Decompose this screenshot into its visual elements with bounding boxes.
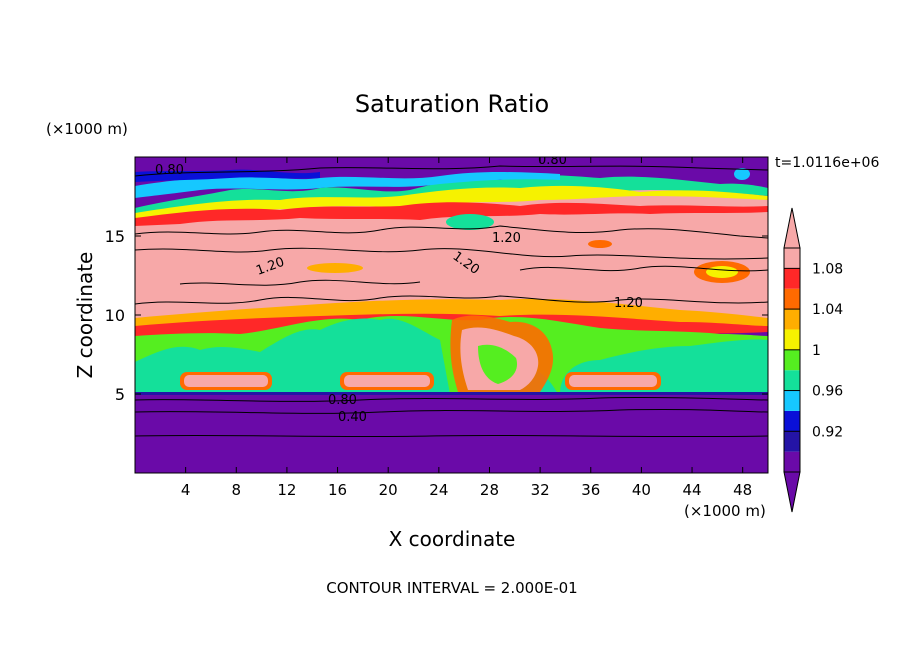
x-tick-label: 44 xyxy=(682,481,701,499)
contour-interval-footer: CONTOUR INTERVAL = 2.000E-01 xyxy=(326,579,577,597)
yellow-streak-2 xyxy=(706,266,738,278)
x-tick-label: 32 xyxy=(531,481,550,499)
colorbar-label: 1.04 xyxy=(812,302,843,318)
cyan-spot xyxy=(446,214,494,230)
colorbar-swatch xyxy=(784,309,800,330)
x-tick-label: 20 xyxy=(379,481,398,499)
colorbar-swatch xyxy=(784,349,800,371)
x-tick-label: 24 xyxy=(429,481,448,499)
pink-block-3-inner xyxy=(569,375,657,387)
x-tick-label: 4 xyxy=(181,481,191,499)
x-tick-label: 8 xyxy=(232,481,242,499)
colorbar-label: 1.08 xyxy=(812,261,843,277)
colorbar-frame xyxy=(783,247,801,473)
upper-cyan-band xyxy=(135,172,560,198)
colorbar-swatch xyxy=(784,248,800,269)
pink-block-1-inner xyxy=(184,375,268,387)
cloud-base-line xyxy=(135,392,768,395)
y-tick-label: 5 xyxy=(115,385,125,404)
plot-area: 0.80 0.80 1.20 1.20 1.20 1.20 0.80 0.40 xyxy=(135,153,768,473)
colorbar-swatch xyxy=(784,268,800,289)
colorbar-top-arrow xyxy=(783,207,801,249)
orange-streak-3 xyxy=(588,240,612,248)
colorbar-label: 1 xyxy=(812,343,821,359)
colorbar-swatch xyxy=(784,431,800,452)
orange-streak-1 xyxy=(307,263,363,273)
y-axis-label: Z coordinate xyxy=(73,252,97,379)
contour-label: 0.40 xyxy=(338,410,367,425)
chart-title: Saturation Ratio xyxy=(355,90,549,118)
x-unit-label: (×1000 m) xyxy=(684,502,766,520)
x-tick-label: 28 xyxy=(480,481,499,499)
y-tick-label: 15 xyxy=(105,227,125,246)
y-axis-ticks: 5 10 15 xyxy=(105,227,768,404)
contour-lines xyxy=(135,165,768,438)
pink-block-2-inner xyxy=(344,375,430,387)
x-tick-label: 40 xyxy=(632,481,651,499)
x-tick-label: 16 xyxy=(328,481,347,499)
x-tick-label: 12 xyxy=(277,481,296,499)
colorbar-swatch xyxy=(784,410,800,432)
time-label: t=1.0116e+06 xyxy=(775,155,879,171)
upper-red-band xyxy=(135,202,768,226)
colorbar-swatch xyxy=(784,370,800,391)
turbulent-patch-green xyxy=(478,344,518,384)
contour-label: 0.80 xyxy=(538,153,567,168)
x-axis-ticks: 4 8 12 16 20 24 28 32 36 40 44 48 xyxy=(181,157,752,499)
y-tick-label: 10 xyxy=(105,306,125,325)
x-axis-label: X coordinate xyxy=(389,527,516,551)
colorbar-swatch xyxy=(784,329,800,350)
colorbar-bottom-arrow xyxy=(783,471,801,513)
colorbar-swatch xyxy=(784,390,800,411)
contour-label: 1.20 xyxy=(614,296,643,311)
contour-label: 1.20 xyxy=(492,231,521,246)
contour-label: 0.80 xyxy=(155,163,184,178)
y-unit-label: (×1000 m) xyxy=(46,120,128,138)
colorbar-swatch xyxy=(784,288,800,310)
colorbar-label: 0.96 xyxy=(812,384,843,400)
colorbar-label: 0.92 xyxy=(812,424,843,440)
cyan-spot-right xyxy=(734,168,750,180)
x-tick-label: 48 xyxy=(733,481,752,499)
colorbar: 0.92 0.96 1 1.04 1.08 xyxy=(783,207,843,513)
colorbar-swatch xyxy=(784,451,800,472)
x-tick-label: 36 xyxy=(581,481,600,499)
contour-label: 0.80 xyxy=(328,393,357,408)
